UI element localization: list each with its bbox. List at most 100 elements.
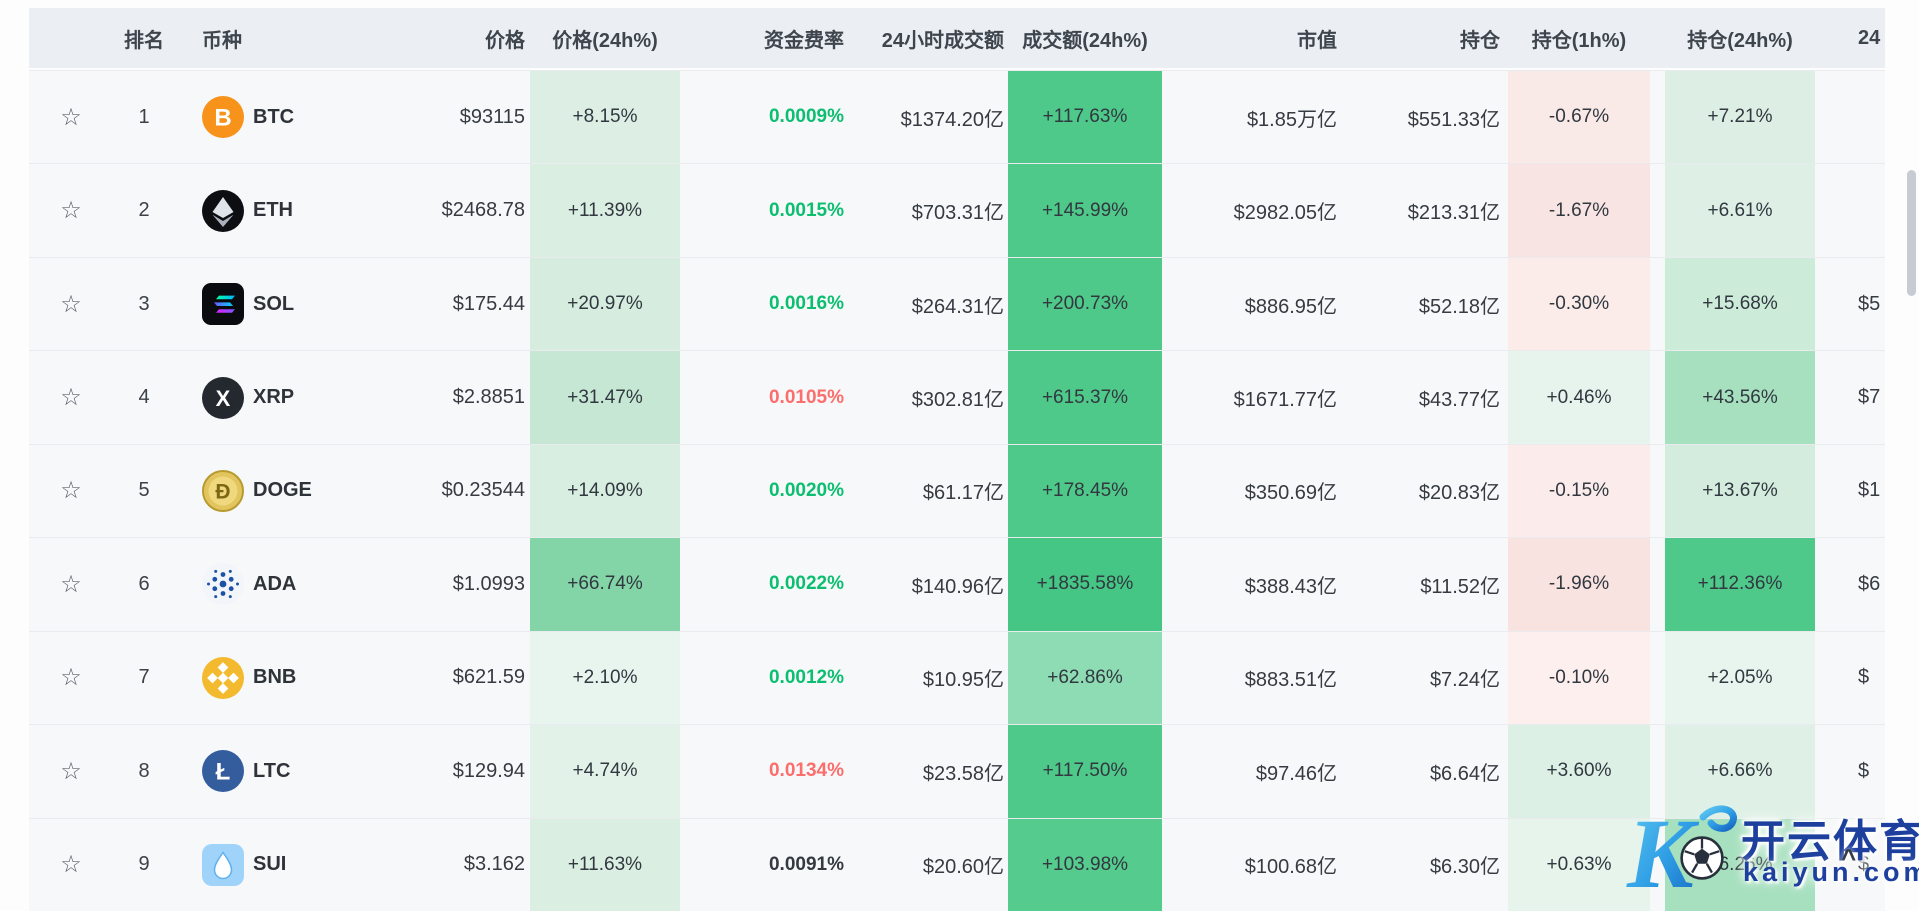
coin-symbol: XRP [253, 386, 295, 409]
price-cell: $2.8851 [452, 386, 525, 409]
funding-rate-cell: 0.0022% [768, 573, 844, 595]
next-column-partial-cell: $ [1858, 853, 1870, 876]
oi-change-24h-cell: +6.66% [1665, 725, 1815, 818]
oi-change-24h-cell: +6.26% [1665, 818, 1815, 911]
oi-change-1h-cell: +0.63% [1508, 818, 1650, 911]
next-column-partial-cell: $5 [1858, 292, 1881, 315]
price-change-24h-cell: +14.09% [530, 444, 680, 538]
coin-symbol: BTC [253, 105, 295, 128]
rank-cell: 6 [138, 572, 150, 595]
svg-text:Ł: Ł [216, 759, 231, 786]
favorite-star-button[interactable]: ☆ [60, 851, 82, 879]
volume-change-24h-cell: +1835.58% [1008, 538, 1162, 631]
doge-icon: Ð [202, 469, 244, 512]
column-header-oi-1h[interactable]: 持仓(1h%) [1531, 29, 1627, 52]
btc-icon: B [202, 96, 244, 139]
oi-change-1h-cell: -0.10% [1508, 631, 1650, 725]
market-cap-cell: $1.85万亿 [1246, 108, 1337, 131]
vertical-scrollbar-thumb[interactable] [1907, 170, 1916, 296]
volume-24h-cell: $264.31亿 [911, 295, 1004, 318]
rank-cell: 2 [138, 199, 150, 222]
coin-row-doge[interactable]: ☆ 5 Ð DOGE $0.23544 +14.09% 0.0020% $61.… [29, 444, 1885, 539]
funding-rate-cell: 0.0012% [768, 666, 844, 688]
column-header-rank[interactable]: 排名 [124, 29, 164, 52]
column-header-price[interactable]: 价格 [485, 29, 525, 52]
favorite-star-button[interactable]: ☆ [60, 477, 82, 505]
price-cell: $621.59 [452, 666, 525, 689]
column-header-open-interest[interactable]: 持仓 [1460, 29, 1500, 52]
volume-change-24h-cell: +178.45% [1008, 444, 1162, 538]
favorite-star-button[interactable]: ☆ [60, 384, 82, 412]
market-cap-cell: $2982.05亿 [1233, 202, 1337, 225]
oi-change-24h-cell: +112.36% [1665, 538, 1815, 631]
coin-symbol: BNB [253, 666, 297, 689]
oi-change-24h-cell: +15.68% [1665, 257, 1815, 351]
column-header-next-partial[interactable]: 24 [1858, 26, 1881, 49]
price-change-24h-cell: +4.74% [530, 725, 680, 818]
funding-rate-cell: 0.0020% [768, 479, 844, 501]
favorite-star-button[interactable]: ☆ [60, 664, 82, 692]
price-cell: $175.44 [452, 292, 525, 315]
coin-row-sol[interactable]: ☆ 3 SOL $175.44 +20.97% 0.0016% $264.31亿… [29, 257, 1885, 352]
price-change-24h-cell: +2.10% [530, 631, 680, 725]
volume-24h-cell: $10.95亿 [922, 669, 1004, 692]
coin-symbol: ADA [253, 572, 297, 595]
market-cap-cell: $350.69亿 [1244, 482, 1337, 505]
volume-24h-cell: $61.17亿 [922, 482, 1004, 505]
oi-change-1h-cell: -1.96% [1508, 538, 1650, 631]
price-change-24h-cell: +31.47% [530, 351, 680, 444]
market-cap-cell: $886.95亿 [1244, 295, 1337, 318]
volume-change-24h-cell: +103.98% [1008, 818, 1162, 911]
volume-change-24h-cell: +200.73% [1008, 257, 1162, 351]
funding-rate-cell: 0.0105% [768, 386, 844, 408]
market-cap-cell: $388.43亿 [1244, 575, 1337, 598]
rank-cell: 5 [138, 479, 150, 502]
coin-row-sui[interactable]: ☆ 9 SUI $3.162 +11.63% 0.0091% $20.60亿 +… [29, 818, 1885, 911]
coin-symbol: SUI [253, 853, 287, 876]
column-header-volume-chg[interactable]: 成交额(24h%) [1022, 29, 1148, 52]
volume-change-24h-cell: +615.37% [1008, 351, 1162, 444]
ltc-icon: Ł [202, 750, 244, 793]
column-header-volume-24h[interactable]: 24小时成交额 [881, 29, 1004, 52]
coin-row-xrp[interactable]: ☆ 4 X XRP $2.8851 +31.47% 0.0105% $302.8… [29, 351, 1885, 445]
column-header-market-cap[interactable]: 市值 [1297, 29, 1337, 52]
favorite-star-button[interactable]: ☆ [60, 570, 82, 598]
column-header-oi-24h[interactable]: 持仓(24h%) [1687, 29, 1793, 52]
oi-change-1h-cell: +3.60% [1508, 725, 1650, 818]
favorite-star-button[interactable]: ☆ [60, 757, 82, 785]
ada-icon [202, 563, 244, 606]
coin-row-ada[interactable]: ☆ 6 ADA $1.0993 +66.74% 0.0022% $140.96亿… [29, 538, 1885, 632]
volume-24h-cell: $140.96亿 [911, 575, 1004, 598]
volume-change-24h-cell: +145.99% [1008, 164, 1162, 257]
volume-change-24h-cell: +62.86% [1008, 631, 1162, 725]
coin-row-bnb[interactable]: ☆ 7 BNB $621.59 +2.10% 0.0012% $10.95亿 +… [29, 631, 1885, 726]
rank-cell: 8 [138, 759, 150, 782]
market-cap-cell: $100.68亿 [1244, 856, 1337, 879]
favorite-star-button[interactable]: ☆ [60, 197, 82, 225]
favorite-star-button[interactable]: ☆ [60, 290, 82, 318]
price-cell: $0.23544 [441, 479, 525, 502]
price-change-24h-cell: +8.15% [530, 71, 680, 164]
open-interest-cell: $7.24亿 [1429, 669, 1500, 692]
price-cell: $93115 [459, 105, 525, 128]
coin-row-eth[interactable]: ☆ 2 ETH $2468.78 +11.39% 0.0015% $703.31… [29, 164, 1885, 258]
price-cell: $1.0993 [452, 572, 525, 595]
open-interest-cell: $20.83亿 [1418, 482, 1500, 505]
coin-row-ltc[interactable]: ☆ 8 Ł LTC $129.94 +4.74% 0.0134% $23.58亿… [29, 725, 1885, 819]
favorite-star-button[interactable]: ☆ [60, 103, 82, 131]
column-header-funding[interactable]: 资金费率 [764, 29, 844, 52]
svg-text:X: X [216, 386, 231, 411]
rank-cell: 4 [138, 386, 150, 409]
volume-24h-cell: $1374.20亿 [900, 108, 1004, 131]
volume-24h-cell: $20.60亿 [922, 856, 1004, 879]
oi-change-24h-cell: +7.21% [1665, 71, 1815, 164]
xrp-icon: X [202, 376, 244, 419]
coin-row-btc[interactable]: ☆ 1 B BTC $93115 +8.15% 0.0009% $1374.20… [29, 71, 1885, 165]
rank-cell: 9 [138, 853, 150, 876]
next-column-partial-cell: $7 [1858, 386, 1881, 409]
funding-rate-cell: 0.0009% [768, 106, 844, 128]
column-header-price-24h[interactable]: 价格(24h%) [552, 29, 658, 52]
market-cap-cell: $883.51亿 [1244, 669, 1337, 692]
column-header-coin[interactable]: 币种 [202, 29, 242, 52]
